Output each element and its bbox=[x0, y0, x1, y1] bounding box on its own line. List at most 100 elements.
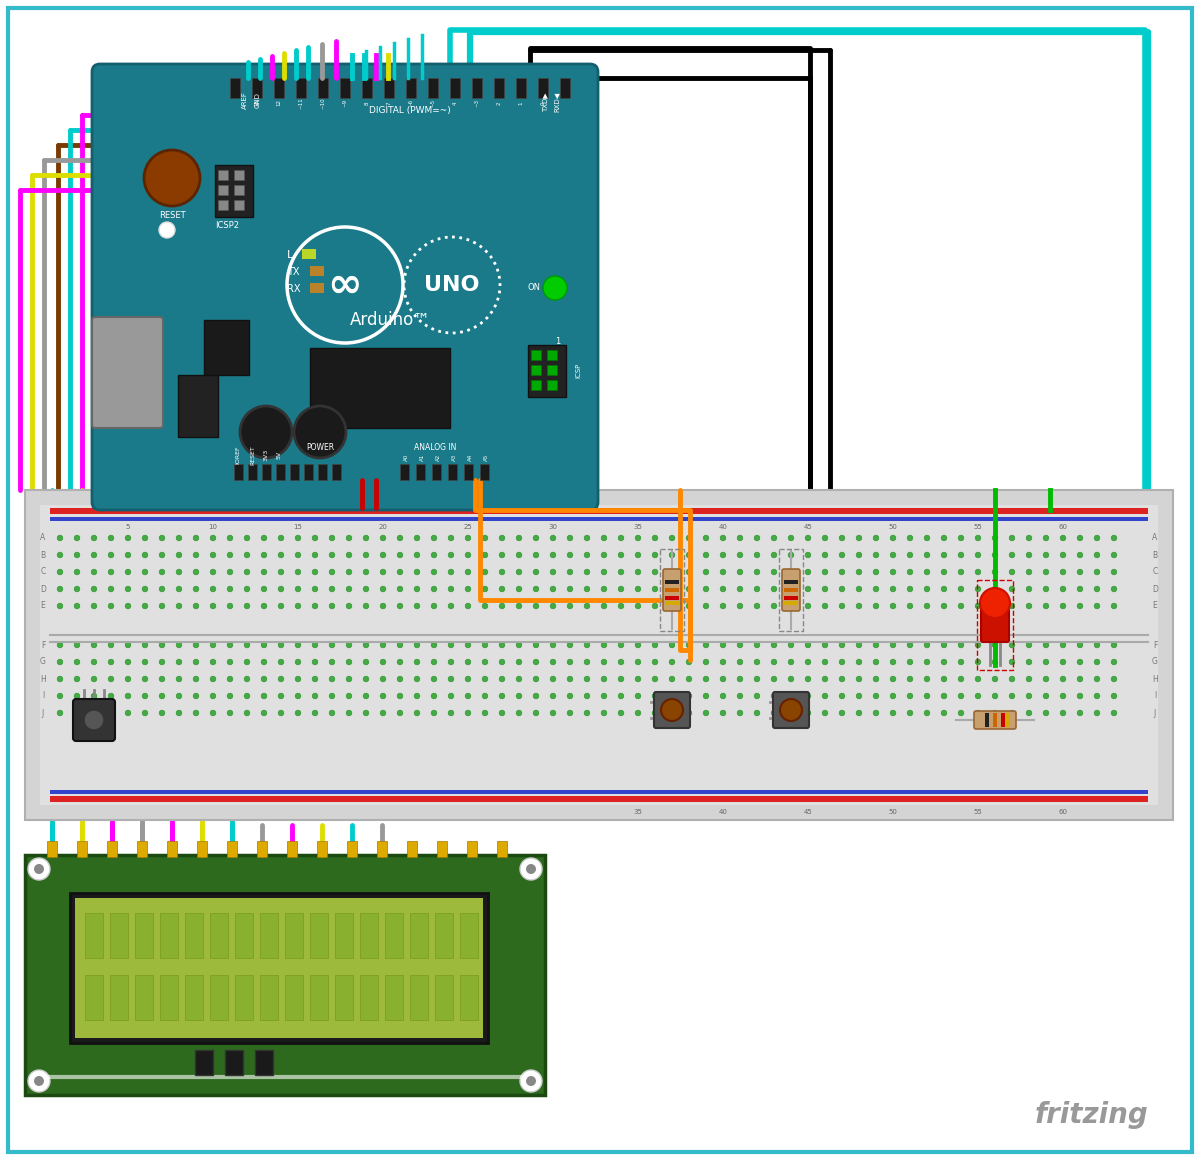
Circle shape bbox=[431, 659, 437, 665]
Bar bbox=[665, 601, 679, 606]
Circle shape bbox=[262, 570, 266, 575]
Circle shape bbox=[568, 586, 572, 592]
Circle shape bbox=[1009, 659, 1015, 665]
Circle shape bbox=[533, 535, 539, 541]
Circle shape bbox=[686, 570, 691, 575]
Circle shape bbox=[312, 570, 318, 575]
Circle shape bbox=[635, 676, 641, 682]
Circle shape bbox=[772, 643, 776, 647]
Circle shape bbox=[520, 858, 542, 880]
Text: E: E bbox=[41, 602, 46, 610]
Circle shape bbox=[347, 603, 352, 609]
Circle shape bbox=[449, 570, 454, 575]
Circle shape bbox=[618, 586, 624, 592]
Circle shape bbox=[924, 659, 930, 665]
Circle shape bbox=[924, 535, 930, 541]
Circle shape bbox=[601, 710, 607, 716]
Circle shape bbox=[516, 586, 522, 592]
Circle shape bbox=[210, 570, 216, 575]
Circle shape bbox=[941, 643, 947, 647]
Circle shape bbox=[160, 570, 164, 575]
Circle shape bbox=[397, 535, 403, 541]
Circle shape bbox=[449, 643, 454, 647]
Circle shape bbox=[193, 535, 199, 541]
Circle shape bbox=[380, 659, 386, 665]
Circle shape bbox=[992, 570, 998, 575]
Circle shape bbox=[1078, 676, 1082, 682]
Circle shape bbox=[890, 535, 895, 541]
Bar bbox=[400, 464, 409, 480]
Circle shape bbox=[542, 276, 568, 300]
Bar bbox=[167, 841, 178, 857]
Text: RESET: RESET bbox=[251, 445, 256, 465]
Circle shape bbox=[516, 676, 522, 682]
Circle shape bbox=[380, 535, 386, 541]
Circle shape bbox=[805, 710, 811, 716]
Circle shape bbox=[295, 694, 301, 698]
Circle shape bbox=[1026, 676, 1032, 682]
Circle shape bbox=[924, 643, 930, 647]
Circle shape bbox=[703, 586, 709, 592]
Circle shape bbox=[992, 659, 998, 665]
Circle shape bbox=[720, 603, 726, 609]
Circle shape bbox=[755, 676, 760, 682]
Bar bbox=[450, 78, 460, 97]
Circle shape bbox=[262, 710, 266, 716]
Text: 1: 1 bbox=[518, 101, 523, 104]
Circle shape bbox=[295, 603, 301, 609]
Bar bbox=[227, 841, 238, 857]
Circle shape bbox=[1111, 710, 1117, 716]
Circle shape bbox=[737, 552, 743, 558]
Bar bbox=[286, 913, 302, 958]
Circle shape bbox=[976, 586, 980, 592]
Circle shape bbox=[312, 535, 318, 541]
Text: 40: 40 bbox=[719, 809, 727, 815]
Circle shape bbox=[210, 643, 216, 647]
Circle shape bbox=[499, 710, 505, 716]
Circle shape bbox=[210, 676, 216, 682]
Circle shape bbox=[551, 535, 556, 541]
Circle shape bbox=[262, 586, 266, 592]
Circle shape bbox=[278, 676, 284, 682]
Bar bbox=[70, 893, 488, 1043]
Circle shape bbox=[1026, 552, 1032, 558]
Circle shape bbox=[857, 643, 862, 647]
Circle shape bbox=[397, 659, 403, 665]
Bar bbox=[784, 588, 798, 592]
Text: ANALOG IN: ANALOG IN bbox=[414, 443, 456, 452]
Text: D: D bbox=[1152, 585, 1158, 594]
Circle shape bbox=[874, 694, 878, 698]
Circle shape bbox=[160, 586, 164, 592]
Circle shape bbox=[193, 694, 199, 698]
Circle shape bbox=[227, 659, 233, 665]
Bar bbox=[310, 348, 450, 428]
Circle shape bbox=[160, 694, 164, 698]
Circle shape bbox=[1043, 710, 1049, 716]
Circle shape bbox=[58, 710, 62, 716]
Circle shape bbox=[670, 643, 674, 647]
Circle shape bbox=[976, 552, 980, 558]
Circle shape bbox=[618, 659, 624, 665]
Text: F: F bbox=[1153, 640, 1157, 650]
Circle shape bbox=[160, 603, 164, 609]
Circle shape bbox=[976, 603, 980, 609]
Circle shape bbox=[686, 603, 691, 609]
Circle shape bbox=[516, 694, 522, 698]
Circle shape bbox=[805, 643, 811, 647]
Circle shape bbox=[144, 150, 200, 206]
Bar bbox=[248, 464, 257, 480]
Bar bbox=[234, 184, 244, 195]
Circle shape bbox=[959, 710, 964, 716]
Bar bbox=[464, 464, 473, 480]
Bar bbox=[360, 913, 378, 958]
Circle shape bbox=[670, 603, 674, 609]
Text: 60: 60 bbox=[1058, 524, 1068, 530]
Circle shape bbox=[805, 586, 811, 592]
Circle shape bbox=[601, 694, 607, 698]
Circle shape bbox=[125, 710, 131, 716]
Circle shape bbox=[976, 676, 980, 682]
Circle shape bbox=[568, 676, 572, 682]
Bar bbox=[194, 1050, 214, 1075]
Circle shape bbox=[210, 552, 216, 558]
Circle shape bbox=[772, 694, 776, 698]
